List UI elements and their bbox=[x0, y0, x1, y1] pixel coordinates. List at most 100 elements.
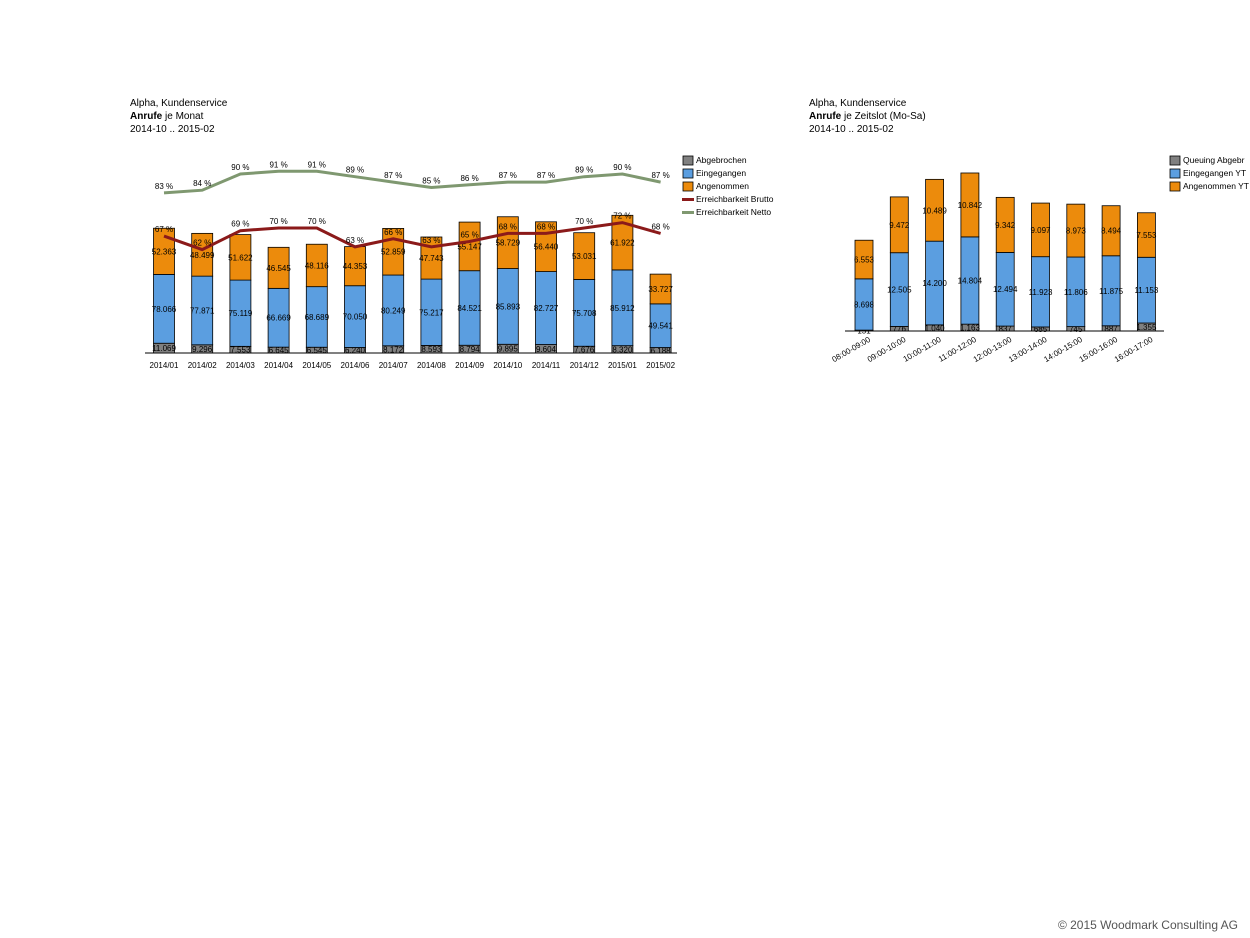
chart2-tick-label-6: 14:00-15:00 bbox=[1042, 335, 1084, 364]
chart2-bar-2-0 bbox=[854, 239, 874, 280]
chart1-line-label-netto-11: 89 % bbox=[575, 166, 593, 175]
chart1-bar-label-angenommen-7: 47.743 bbox=[419, 254, 444, 263]
chart2-bar-label-2-8: 7.553 bbox=[1136, 231, 1157, 240]
chart2-legend-label-1: Eingegangen YT bbox=[1183, 168, 1246, 178]
chart1-line-label-brutto-13: 68 % bbox=[651, 222, 669, 231]
chart1-bar-label-abgebrochen-7: 8.593 bbox=[421, 345, 442, 354]
chart1-bar-angenommen-13 bbox=[649, 273, 672, 305]
chart1-bar-label-eingegangen-6: 80.249 bbox=[381, 306, 406, 315]
chart2-bar-2-2 bbox=[925, 178, 944, 242]
chart2-bar-label-0-2: 1.040 bbox=[925, 324, 946, 333]
chart1-period: 2014-10 .. 2015-02 bbox=[130, 124, 215, 135]
chart2-legend-swatch-2 bbox=[1169, 181, 1181, 192]
chart1-tick-label-8: 2014/09 bbox=[455, 361, 484, 370]
chart2-bar-label-2-4: 9.342 bbox=[995, 221, 1016, 230]
chart1-bar-label-abgebrochen-13: 6.188 bbox=[651, 346, 672, 355]
chart1-bar-label-angenommen-4: 48.116 bbox=[305, 261, 329, 270]
chart1-line-label-brutto-1: 62 % bbox=[193, 239, 211, 248]
chart2-bar-label-1-8: 11.153 bbox=[1134, 286, 1158, 295]
chart1-bar-label-eingegangen-10: 82.727 bbox=[534, 304, 559, 313]
chart2-bar-2-1 bbox=[889, 196, 909, 254]
chart2-bar-label-0-3: 1.163 bbox=[960, 324, 981, 333]
chart1-bar-label-abgebrochen-8: 8.794 bbox=[460, 345, 481, 354]
chart2-bar-label-2-1: 9.472 bbox=[889, 221, 910, 230]
chart2-legend-label-0: Queuing Abgebr bbox=[1183, 155, 1245, 165]
chart2-legend-swatch-1 bbox=[1169, 168, 1181, 179]
chart1-tick-label-7: 2014/08 bbox=[417, 361, 446, 370]
chart1-bar-label-abgebrochen-5: 6.240 bbox=[345, 346, 366, 355]
chart2-bar-2-7 bbox=[1101, 205, 1121, 257]
chart1-bar-angenommen-3 bbox=[267, 246, 290, 289]
chart1-bar-label-abgebrochen-9: 9.895 bbox=[498, 345, 519, 354]
chart2-legend-label-2: Angenommen YT bbox=[1183, 181, 1249, 191]
chart1-tick-label-3: 2014/04 bbox=[264, 361, 293, 370]
chart1-bar-label-eingegangen-12: 85.912 bbox=[610, 304, 635, 313]
chart1-tick-label-10: 2014/11 bbox=[532, 361, 561, 370]
chart1-tick-label-0: 2014/01 bbox=[150, 361, 179, 370]
chart1-bar-label-angenommen-0: 52.363 bbox=[152, 247, 177, 256]
copyright-footer: © 2015 Woodmark Consulting AG bbox=[1057, 918, 1238, 932]
chart1-bar-angenommen-12 bbox=[611, 214, 634, 271]
chart1-line-label-netto-6: 87 % bbox=[384, 171, 402, 180]
chart2-bar-2-4 bbox=[995, 196, 1015, 253]
chart2-legend-swatch-0 bbox=[1169, 155, 1181, 166]
chart2-bar-2-8 bbox=[1137, 212, 1156, 258]
chart2-header: Alpha, Kundenservice Anrufe je Zeitslot … bbox=[809, 97, 926, 136]
chart1-bar-label-abgebrochen-0: 11.069 bbox=[152, 344, 176, 353]
chart2-bar-label-0-1: 776 bbox=[893, 325, 907, 334]
chart2-bar-2-6 bbox=[1066, 203, 1086, 258]
chart1-legend-label-0: Abgebrochen bbox=[696, 155, 747, 165]
chart1-legend-label-1: Eingegangen bbox=[696, 168, 746, 178]
chart1-bar-label-eingegangen-0: 78.066 bbox=[152, 305, 177, 314]
chart2-subtitle-rest: je Zeitslot (Mo-Sa) bbox=[841, 111, 926, 122]
chart2-bar-label-1-0: 8.698 bbox=[854, 300, 875, 309]
chart1-bar-angenommen-9 bbox=[496, 216, 519, 269]
chart2-bar-2-3 bbox=[960, 172, 980, 238]
chart1-legend-swatch-2 bbox=[682, 181, 694, 192]
chart1-legend-label-3: Erreichbarkeit Brutto bbox=[696, 194, 774, 204]
chart1-bar-label-angenommen-6: 52.859 bbox=[381, 248, 406, 257]
chart2-bar-label-2-0: 6.553 bbox=[854, 256, 875, 265]
chart1-bar-label-eingegangen-7: 75.217 bbox=[419, 308, 444, 317]
chart2-bar-label-1-3: 14.804 bbox=[958, 277, 983, 286]
chart2-subtitle: Anrufe je Zeitslot (Mo-Sa) bbox=[809, 110, 926, 123]
chart1-legend-label-4: Erreichbarkeit Netto bbox=[696, 207, 771, 217]
chart1-tick-label-12: 2015/01 bbox=[608, 361, 637, 370]
chart1-legend-swatch-0 bbox=[682, 155, 694, 166]
chart1-bar-label-abgebrochen-3: 6.645 bbox=[269, 346, 290, 355]
chart2-bar-label-2-7: 8.494 bbox=[1101, 227, 1122, 236]
chart1-line-label-brutto-3: 70 % bbox=[269, 217, 287, 226]
chart1-bar-angenommen-1 bbox=[191, 232, 214, 277]
chart1-bar-label-abgebrochen-6: 8.172 bbox=[383, 345, 404, 354]
chart1-bar-label-angenommen-3: 46.545 bbox=[266, 264, 291, 273]
chart1-bar-label-angenommen-10: 56.440 bbox=[534, 243, 559, 252]
chart1-bar-label-eingegangen-11: 75.708 bbox=[572, 309, 597, 318]
chart1-tick-label-2: 2014/03 bbox=[226, 361, 255, 370]
chart1-line-label-brutto-6: 66 % bbox=[384, 228, 402, 237]
chart1-line-label-netto-0: 83 % bbox=[155, 182, 173, 191]
chart2-bar-label-1-6: 11.806 bbox=[1064, 288, 1088, 297]
chart2-tick-label-7: 15:00-16:00 bbox=[1078, 335, 1120, 364]
chart1-line-label-brutto-2: 69 % bbox=[231, 220, 249, 229]
chart1-subtitle: Anrufe je Monat bbox=[130, 110, 227, 123]
chart1-line-label-brutto-0: 67 % bbox=[155, 225, 173, 234]
chart2-bar-label-0-6: 745 bbox=[1069, 325, 1083, 334]
chart2-bar-label-1-2: 14.200 bbox=[922, 279, 947, 288]
chart2-bar-label-2-6: 8.973 bbox=[1066, 227, 1087, 236]
chart2-bar-label-1-1: 12.505 bbox=[887, 286, 912, 295]
chart1-bar-label-eingegangen-8: 84.521 bbox=[457, 304, 482, 313]
chart1-line-label-brutto-12: 72 % bbox=[613, 212, 631, 221]
chart1-line-label-brutto-10: 68 % bbox=[537, 222, 555, 231]
chart1-bar-label-abgebrochen-2: 7.553 bbox=[230, 346, 251, 355]
chart1-line-label-netto-12: 90 % bbox=[613, 163, 631, 172]
chart2-bar-label-2-3: 10.842 bbox=[958, 201, 983, 210]
chart1-line-label-netto-13: 87 % bbox=[651, 171, 669, 180]
chart2-bar-2-5 bbox=[1031, 202, 1050, 258]
chart1-bar-label-abgebrochen-1: 9.296 bbox=[192, 345, 213, 354]
chart1-bar-label-eingegangen-9: 85.893 bbox=[496, 302, 521, 311]
chart2-bar-label-1-7: 11.875 bbox=[1099, 287, 1123, 296]
chart1-tick-label-5: 2014/06 bbox=[341, 361, 370, 370]
chart1-line-label-brutto-9: 68 % bbox=[499, 222, 517, 231]
chart1-line-label-netto-2: 90 % bbox=[231, 163, 249, 172]
chart1-title: Alpha, Kundenservice bbox=[130, 98, 228, 109]
